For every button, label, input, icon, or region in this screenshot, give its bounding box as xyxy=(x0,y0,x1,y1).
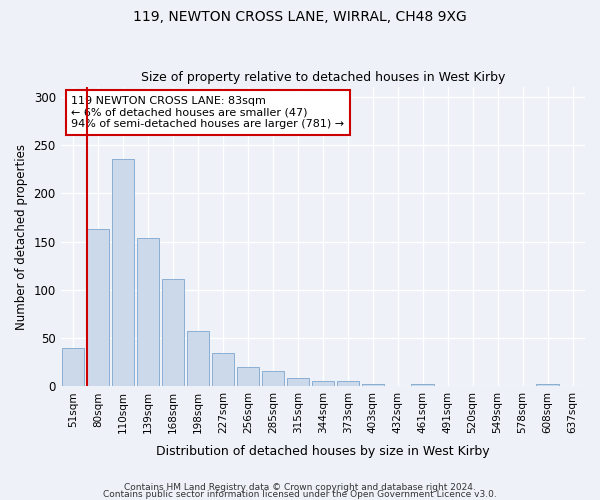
Bar xyxy=(536,384,559,386)
Bar xyxy=(62,348,85,387)
Bar xyxy=(412,384,434,386)
Bar xyxy=(337,380,359,386)
Bar xyxy=(262,371,284,386)
Text: Contains HM Land Registry data © Crown copyright and database right 2024.: Contains HM Land Registry data © Crown c… xyxy=(124,484,476,492)
Title: Size of property relative to detached houses in West Kirby: Size of property relative to detached ho… xyxy=(140,72,505,85)
Text: 119 NEWTON CROSS LANE: 83sqm
← 6% of detached houses are smaller (47)
94% of sem: 119 NEWTON CROSS LANE: 83sqm ← 6% of det… xyxy=(71,96,344,129)
X-axis label: Distribution of detached houses by size in West Kirby: Distribution of detached houses by size … xyxy=(156,444,490,458)
Bar xyxy=(212,352,234,386)
Bar xyxy=(112,158,134,386)
Bar xyxy=(362,384,384,386)
Text: Contains public sector information licensed under the Open Government Licence v3: Contains public sector information licen… xyxy=(103,490,497,499)
Bar xyxy=(87,229,109,386)
Bar xyxy=(162,279,184,386)
Y-axis label: Number of detached properties: Number of detached properties xyxy=(15,144,28,330)
Bar xyxy=(287,378,309,386)
Bar xyxy=(137,238,159,386)
Bar xyxy=(236,367,259,386)
Bar xyxy=(187,332,209,386)
Text: 119, NEWTON CROSS LANE, WIRRAL, CH48 9XG: 119, NEWTON CROSS LANE, WIRRAL, CH48 9XG xyxy=(133,10,467,24)
Bar xyxy=(311,380,334,386)
